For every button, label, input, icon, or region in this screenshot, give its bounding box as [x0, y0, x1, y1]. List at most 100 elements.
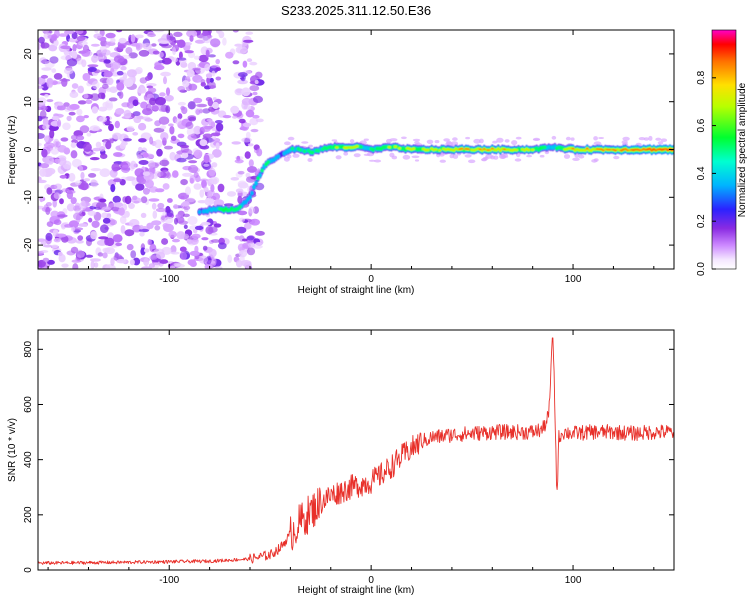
noise-blob	[215, 67, 221, 71]
noise-blob	[193, 172, 199, 178]
noise-blob	[147, 239, 152, 246]
noise-blob	[411, 155, 420, 159]
noise-blob	[57, 251, 63, 256]
ridge-segment	[256, 176, 260, 180]
noise-blob	[112, 132, 122, 140]
y-tick-label: -20	[23, 237, 34, 252]
noise-blob	[173, 262, 182, 267]
ridge-segment	[248, 195, 252, 200]
noise-blob	[544, 150, 550, 155]
noise-blob	[55, 233, 67, 238]
noise-blob	[205, 73, 213, 79]
y-tick-label: -10	[23, 190, 34, 205]
noise-blob	[149, 136, 154, 145]
noise-blob	[180, 179, 188, 186]
noise-blob	[68, 172, 76, 182]
noise-blob	[75, 240, 84, 244]
noise-blob	[158, 40, 170, 44]
noise-blob	[191, 233, 201, 239]
ridge-segment	[302, 149, 307, 153]
noise-blob	[373, 159, 382, 163]
noise-blob	[176, 157, 187, 163]
noise-blob	[203, 163, 210, 167]
noise-blob	[141, 266, 152, 269]
noise-blob	[76, 250, 85, 258]
noise-blob	[46, 77, 54, 85]
noise-blob	[199, 178, 209, 182]
noise-blob	[176, 231, 185, 240]
noise-blob	[78, 202, 87, 210]
noise-blob	[155, 96, 166, 106]
noise-blob	[515, 136, 522, 140]
noise-blob	[142, 152, 149, 158]
noise-blob	[210, 65, 217, 69]
noise-blob	[72, 263, 79, 269]
frequency-ridge	[197, 142, 674, 216]
noise-blob	[166, 209, 174, 217]
ridge-segment	[355, 144, 359, 148]
noise-blob	[183, 42, 192, 46]
noise-blob	[250, 128, 259, 133]
noise-blob	[574, 153, 580, 158]
noise-blob	[38, 250, 44, 255]
noise-blob	[126, 69, 137, 78]
noise-blob	[135, 34, 144, 39]
noise-blob	[225, 51, 234, 59]
noise-blob	[227, 254, 233, 263]
noise-blob	[138, 122, 147, 131]
noise-blob	[174, 118, 182, 125]
noise-blob	[38, 238, 46, 242]
noise-blob	[169, 265, 176, 269]
noise-blob	[120, 225, 126, 234]
noise-blob	[207, 34, 213, 38]
ridge-segment	[585, 147, 589, 150]
noise-blob	[119, 77, 127, 81]
noise-blob	[95, 141, 102, 148]
ridge-segment	[496, 147, 501, 150]
noise-blob	[412, 138, 421, 142]
snr-background	[38, 330, 674, 570]
noise-blob	[363, 153, 371, 156]
noise-blob	[242, 122, 252, 127]
noise-blob	[58, 157, 67, 166]
noise-blob	[638, 137, 646, 141]
noise-blob	[146, 222, 154, 229]
noise-blob	[193, 97, 203, 104]
noise-blob	[189, 177, 194, 184]
noise-blob	[106, 213, 112, 218]
noise-blob	[162, 211, 167, 216]
noise-blob	[613, 155, 620, 160]
noise-blob	[161, 44, 173, 49]
noise-blob	[41, 148, 48, 158]
noise-blob	[140, 247, 146, 256]
noise-blob	[77, 100, 87, 105]
noise-blob	[103, 59, 111, 64]
noise-blob	[514, 158, 522, 162]
noise-blob	[144, 118, 153, 122]
noise-blob	[182, 201, 190, 207]
noise-blob	[88, 217, 93, 223]
ridge-segment	[650, 149, 654, 152]
noise-blob	[237, 79, 249, 85]
noise-blob	[51, 115, 60, 121]
noise-blob	[218, 31, 225, 39]
noise-blob	[133, 200, 140, 204]
noise-blob	[170, 135, 177, 141]
noise-blob	[143, 258, 150, 267]
noise-blob	[231, 141, 241, 145]
noise-blob	[214, 120, 223, 124]
noise-blob	[186, 127, 196, 137]
noise-blob	[292, 153, 300, 158]
noise-blob	[308, 144, 313, 148]
noise-blob	[235, 188, 244, 193]
noise-blob	[464, 154, 472, 158]
noise-blob	[88, 173, 97, 178]
noise-blob	[246, 166, 258, 173]
noise-blob	[215, 76, 222, 81]
noise-blob	[119, 216, 127, 224]
noise-blob	[118, 207, 125, 216]
noise-blob	[660, 138, 668, 142]
noise-blob	[161, 246, 172, 255]
noise-blob	[38, 36, 45, 44]
ridge-segment	[197, 209, 202, 215]
